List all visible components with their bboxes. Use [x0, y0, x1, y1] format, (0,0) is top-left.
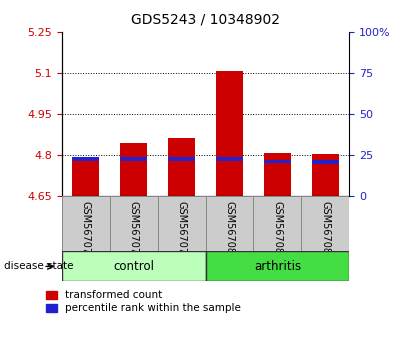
Text: control: control: [113, 260, 154, 273]
Text: GSM567080: GSM567080: [224, 201, 234, 260]
Text: GSM567081: GSM567081: [272, 201, 282, 260]
Legend: transformed count, percentile rank within the sample: transformed count, percentile rank withi…: [46, 290, 241, 313]
Bar: [120, 157, 147, 160]
FancyBboxPatch shape: [301, 196, 349, 251]
Bar: [264, 153, 291, 196]
FancyBboxPatch shape: [206, 196, 254, 251]
FancyBboxPatch shape: [206, 251, 349, 281]
FancyBboxPatch shape: [157, 196, 206, 251]
Bar: [169, 138, 195, 196]
FancyBboxPatch shape: [110, 196, 157, 251]
Text: arthritis: arthritis: [254, 260, 301, 273]
Bar: [72, 159, 99, 196]
Text: disease state: disease state: [4, 261, 74, 272]
FancyBboxPatch shape: [254, 196, 301, 251]
Bar: [169, 157, 195, 160]
FancyBboxPatch shape: [62, 251, 206, 281]
Bar: [312, 154, 339, 196]
Bar: [120, 143, 147, 196]
Text: GSM567075: GSM567075: [129, 201, 139, 260]
Text: GSM567076: GSM567076: [177, 201, 187, 260]
Bar: [72, 157, 99, 160]
Bar: [264, 160, 291, 163]
Text: GSM567082: GSM567082: [321, 201, 330, 260]
Text: GSM567074: GSM567074: [81, 201, 90, 260]
Bar: [216, 71, 242, 196]
Text: GDS5243 / 10348902: GDS5243 / 10348902: [131, 12, 280, 27]
Bar: [312, 160, 339, 164]
FancyBboxPatch shape: [62, 196, 110, 251]
Bar: [216, 157, 242, 160]
